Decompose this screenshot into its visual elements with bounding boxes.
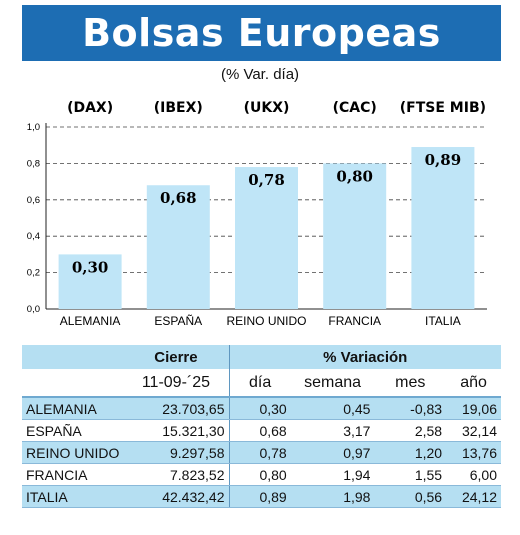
cell-cierre: 7.823,52 [123,463,229,486]
x-category-label: REINO UNIDO [226,314,306,328]
cell-mes: 1,20 [374,441,447,464]
x-category-label: FRANCIA [328,314,381,328]
cell-mes: -0,83 [374,397,447,420]
index-name-label: (DAX) [67,100,113,116]
date-column-header: 11-09-´25 [123,369,229,398]
cell-cierre: 23.703,65 [123,397,229,420]
cell-dia: 0,30 [228,397,291,420]
bar-value-label: 0,78 [248,171,285,189]
table-row: ITALIA 42.432,42 0,89 1,98 0,56 24,12 [22,485,501,508]
cell-semana: 1,94 [290,463,375,486]
bar [235,167,298,309]
cell-dia: 0,78 [228,441,291,464]
y-tick-label: 1,0 [27,122,40,133]
cell-semana: 3,17 [290,419,375,442]
y-tick-label: 0,8 [27,158,40,169]
cell-dia: 0,68 [228,419,291,442]
row-country-name: ESPAÑA [22,419,124,442]
table-row: REINO UNIDO 9.297,58 0,78 0,97 1,20 13,76 [22,441,501,464]
cell-ano: 6,00 [446,463,501,486]
row-country-name: ALEMANIA [22,397,124,420]
empty-name-header [22,369,124,398]
variacion-header: % Variación [228,345,501,369]
stock-table-container: Cierre % Variación 11-09-´25 día semana … [22,345,501,508]
y-tick-label: 0,2 [27,268,40,279]
cell-dia: 0,89 [228,485,291,508]
index-name-label: (UKX) [244,100,290,116]
ano-column-header: año [446,369,501,398]
bar-value-label: 0,89 [425,151,462,169]
bar [58,254,122,309]
page-title: Bolsas Europeas [82,11,441,55]
cell-ano: 19,06 [446,397,501,420]
bar [146,185,210,309]
bar-value-label: 0,30 [72,258,109,276]
cell-semana: 0,45 [290,397,375,420]
cell-ano: 13,76 [446,441,501,464]
cell-ano: 32,14 [446,419,501,442]
x-category-label: ESPAÑA [154,314,202,328]
table-row: ALEMANIA 23.703,65 0,30 0,45 -0,83 19,06 [22,397,501,420]
table-row: ESPAÑA 15.321,30 0,68 3,17 2,58 32,14 [22,419,501,442]
table-group-header-row: Cierre % Variación [22,345,501,369]
y-tick-label: 0,0 [27,304,40,315]
index-name-label: (FTSE MIB) [400,100,486,116]
bar [323,163,387,309]
cell-dia: 0,80 [228,463,291,486]
dia-column-header: día [228,369,291,398]
bar [411,147,475,309]
cell-mes: 1,55 [374,463,447,486]
row-country-name: REINO UNIDO [22,441,124,464]
index-name-label: (IBEX) [154,100,203,116]
stock-table: Cierre % Variación 11-09-´25 día semana … [22,345,501,508]
cell-mes: 0,56 [374,485,447,508]
bar-value-label: 0,80 [336,167,373,185]
row-country-name: FRANCIA [22,463,124,486]
title-bar: Bolsas Europeas [22,5,501,61]
cierre-header: Cierre [123,345,229,369]
cell-mes: 2,58 [374,419,447,442]
x-category-label: ITALIA [425,314,461,328]
y-tick-label: 0,4 [27,231,40,242]
chart-subtitle: (% Var. día) [220,66,300,83]
cell-semana: 1,98 [290,485,375,508]
bar-value-label: 0,68 [160,189,197,207]
table-column-header-row: 11-09-´25 día semana mes año [22,369,501,398]
index-name-label: (CAC) [333,100,377,116]
mes-column-header: mes [374,369,447,398]
x-category-label: ALEMANIA [60,314,121,328]
empty-corner-cell [22,345,124,369]
cell-semana: 0,97 [290,441,375,464]
cell-cierre: 15.321,30 [123,419,229,442]
semana-column-header: semana [290,369,375,398]
row-country-name: ITALIA [22,485,124,508]
y-tick-label: 0,6 [27,195,40,206]
cell-cierre: 42.432,42 [123,485,229,508]
cell-cierre: 9.297,58 [123,441,229,464]
table-row: FRANCIA 7.823,52 0,80 1,94 1,55 6,00 [22,463,501,486]
bar-chart: 0,0 0,2 0,4 0,6 0,8 1,0 0,30 (DAX) ALEMANIA 0,68 (… [27,100,487,328]
cell-ano: 24,12 [446,485,501,508]
